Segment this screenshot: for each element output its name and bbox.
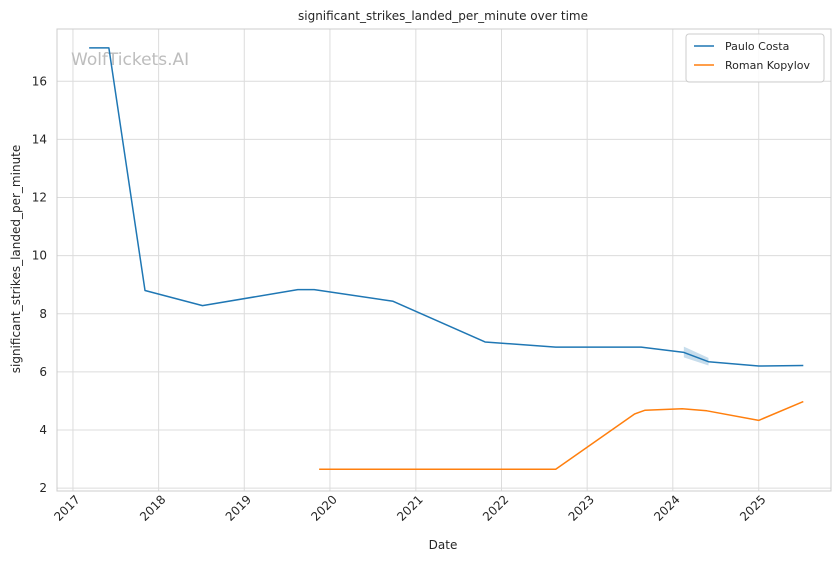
series-line (89, 47, 804, 367)
y-axis-label: significant_strikes_landed_per_minute (9, 145, 23, 374)
plot-border (56, 28, 832, 492)
y-tick-label: 4 (39, 423, 47, 437)
legend-label: Paulo Costa (725, 40, 789, 53)
legend: Paulo Costa Roman Kopylov (685, 33, 825, 83)
confidence-bands (683, 346, 709, 366)
y-tick-label: 2 (39, 481, 47, 495)
y-tick-label: 12 (32, 191, 47, 205)
y-tick-label: 6 (39, 365, 47, 379)
series-line (319, 400, 804, 470)
y-tick-label: 14 (32, 132, 47, 146)
chart-title: significant_strikes_landed_per_minute ov… (298, 9, 588, 23)
x-axis-label: Date (429, 538, 458, 552)
legend-box (685, 33, 825, 83)
y-tick-label: 16 (32, 74, 47, 88)
watermark: WolfTickets.AI (71, 50, 189, 70)
y-tick-label: 8 (39, 307, 47, 321)
y-tick-label: 10 (32, 249, 47, 263)
grid (57, 29, 831, 491)
series-lines (89, 47, 804, 470)
legend-label: Roman Kopylov (725, 59, 810, 72)
confidence-band (683, 346, 709, 366)
y-axis-ticks: 2 4 6 8 10 12 14 16 (32, 74, 47, 495)
plot-frame (56, 28, 832, 492)
